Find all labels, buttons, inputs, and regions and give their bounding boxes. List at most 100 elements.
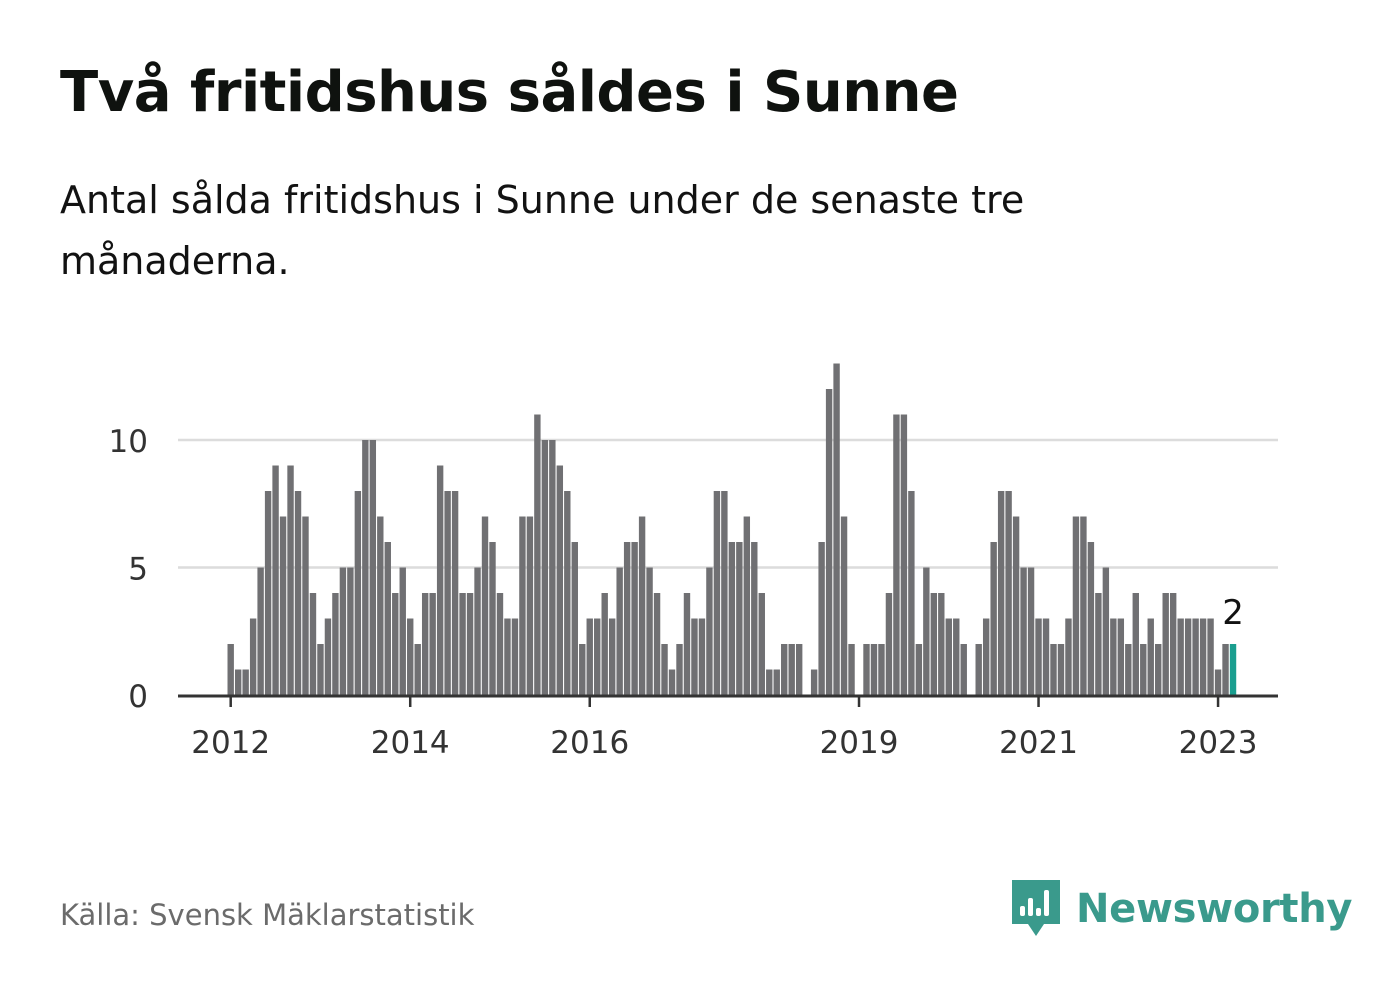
bar xyxy=(646,567,653,695)
bar xyxy=(541,440,549,695)
bar xyxy=(1214,669,1222,695)
bar xyxy=(1132,593,1139,695)
bar xyxy=(519,516,526,695)
bar-chart: 0 5 10 2012 2014 2016 2019 2021 2023 2 xyxy=(109,363,1278,761)
y-tick-label-5: 5 xyxy=(128,552,148,588)
bar xyxy=(1140,644,1147,695)
bar xyxy=(407,618,414,695)
bar xyxy=(1050,644,1057,695)
bar xyxy=(923,567,930,695)
bar xyxy=(1110,618,1117,695)
bar xyxy=(1080,516,1087,695)
bar xyxy=(608,618,616,695)
x-tick-label-2023: 2023 xyxy=(1179,725,1258,761)
bar xyxy=(1222,644,1229,695)
bar xyxy=(840,516,848,695)
bar xyxy=(818,542,825,695)
bar xyxy=(736,542,743,695)
bar xyxy=(893,414,900,695)
bar xyxy=(691,618,698,695)
bar xyxy=(825,389,833,695)
bar xyxy=(347,567,354,695)
bar xyxy=(234,669,242,695)
gridlines xyxy=(178,438,1278,569)
bar xyxy=(496,593,504,695)
bar xyxy=(945,618,952,695)
bar xyxy=(451,491,459,695)
bar xyxy=(227,644,234,695)
bar xyxy=(564,491,571,695)
bar xyxy=(257,567,264,695)
bar xyxy=(1057,644,1065,695)
bar xyxy=(758,593,765,695)
bar xyxy=(1147,618,1154,695)
bar xyxy=(1155,644,1162,695)
bar xyxy=(1192,618,1199,695)
bar xyxy=(466,593,474,695)
bar xyxy=(444,491,451,695)
x-tick-label-2012: 2012 xyxy=(191,725,270,761)
bar xyxy=(1117,618,1125,695)
bar xyxy=(795,644,803,695)
bar xyxy=(324,618,332,695)
bar xyxy=(594,618,601,695)
bar xyxy=(1125,644,1132,695)
bar xyxy=(1012,516,1020,695)
bar xyxy=(489,542,496,695)
bar xyxy=(728,542,736,695)
bar xyxy=(653,593,661,695)
bar xyxy=(354,491,362,695)
bar xyxy=(392,593,399,695)
bar xyxy=(549,440,556,695)
bar xyxy=(339,567,347,695)
bar xyxy=(878,644,885,695)
bar xyxy=(332,593,339,695)
bar xyxy=(938,593,945,695)
bar xyxy=(362,440,369,695)
bar xyxy=(264,491,272,695)
bar xyxy=(1177,618,1184,695)
bar xyxy=(1184,618,1192,695)
bar xyxy=(908,491,915,695)
bar xyxy=(982,618,990,695)
bar xyxy=(249,618,257,695)
bar xyxy=(781,644,788,695)
bar xyxy=(900,414,908,695)
bar xyxy=(683,593,691,695)
bar xyxy=(1027,567,1035,695)
bar xyxy=(242,669,249,695)
newsworthy-logo-icon xyxy=(1012,880,1060,936)
bar xyxy=(1020,567,1027,695)
bar xyxy=(429,593,436,695)
bar xyxy=(953,618,960,695)
bar xyxy=(1035,618,1042,695)
bar xyxy=(1005,491,1012,695)
bar xyxy=(975,644,982,695)
bar xyxy=(556,465,564,695)
brand-logo[interactable]: Newsworthy xyxy=(1010,878,1353,940)
bar xyxy=(459,593,466,695)
bar xyxy=(870,644,878,695)
bar xyxy=(997,491,1005,695)
bar xyxy=(571,542,578,695)
bar xyxy=(1169,593,1177,695)
y-tick-label-0: 0 xyxy=(128,679,148,715)
bar xyxy=(287,465,294,695)
bar xyxy=(930,593,938,695)
bar xyxy=(436,465,444,695)
chart-title: Två fritidshus såldes i Sunne xyxy=(60,60,959,125)
bar xyxy=(810,669,818,695)
bar xyxy=(766,669,773,695)
bar xyxy=(302,516,309,695)
x-tick-label-2021: 2021 xyxy=(999,725,1078,761)
bar xyxy=(668,669,676,695)
bar xyxy=(421,593,429,695)
bar xyxy=(481,516,489,695)
bar xyxy=(1102,567,1110,695)
bar xyxy=(1207,618,1214,695)
source-note: Källa: Svensk Mäklarstatistik xyxy=(60,898,475,932)
bar xyxy=(616,567,623,695)
bar xyxy=(661,644,668,695)
bar xyxy=(631,542,638,695)
x-tick-label-2014: 2014 xyxy=(371,725,450,761)
